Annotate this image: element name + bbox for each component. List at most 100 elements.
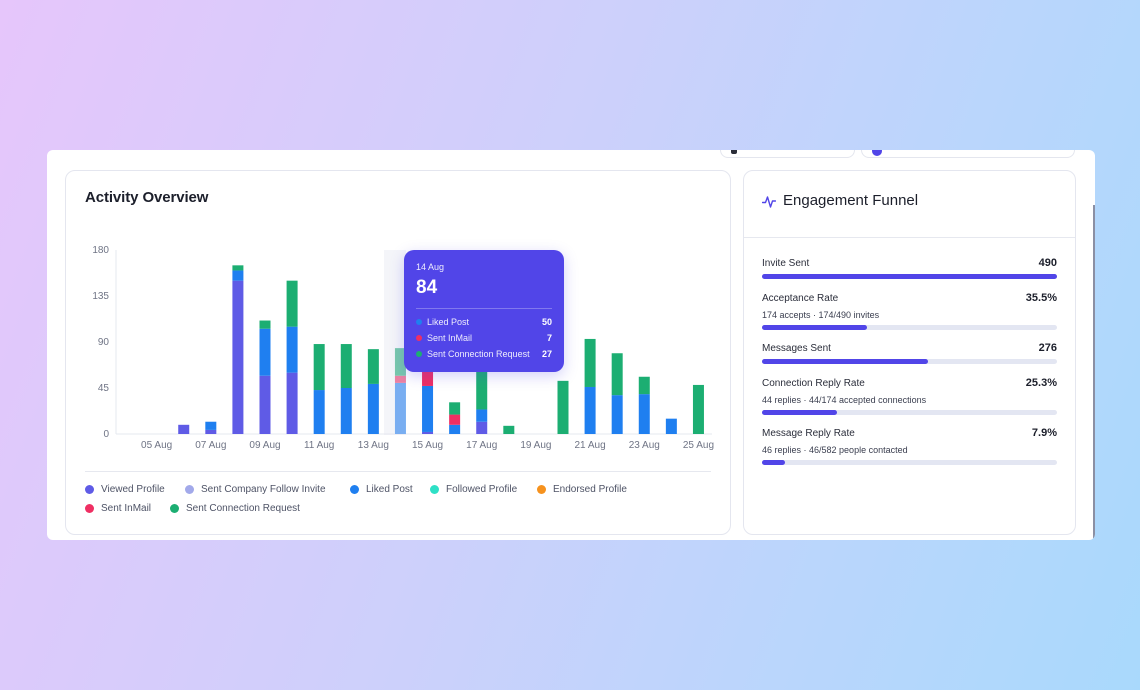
metric-value: 276 xyxy=(1038,342,1057,354)
legend-swatch-icon xyxy=(537,485,546,494)
legend-item-sent-connection-request[interactable]: Sent Connection Request xyxy=(170,503,300,514)
legend-item-liked-post[interactable]: Liked Post xyxy=(350,484,413,495)
metric-detail: 46 replies · 46/582 people contacted xyxy=(762,445,908,455)
bar-segment[interactable] xyxy=(394,348,406,376)
metric-name: Message Reply Rate xyxy=(762,428,855,439)
tooltip-row: Sent InMail 7 xyxy=(416,332,552,344)
top-account-pill[interactable] xyxy=(861,150,1075,158)
dashboard-window: 0 45 90 135 180 05 Aug 07 Aug 09 Aug 11 Aug 13 A… xyxy=(47,150,1095,540)
bar-segment[interactable] xyxy=(232,270,244,281)
bar-segment[interactable] xyxy=(205,421,217,430)
bar-segment[interactable] xyxy=(340,388,352,434)
metric-name: Messages Sent xyxy=(762,343,831,354)
tooltip-row-value: 50 xyxy=(541,317,552,327)
bar-segment[interactable] xyxy=(422,385,434,432)
bar-segment[interactable] xyxy=(422,431,434,434)
bar-segment[interactable] xyxy=(340,344,352,388)
metric-value: 35.5% xyxy=(1025,292,1057,304)
bar-segment[interactable] xyxy=(476,368,488,410)
legend-label: Sent InMail xyxy=(101,503,152,514)
bar-segment[interactable] xyxy=(394,375,406,383)
y-tick-label: 180 xyxy=(92,245,109,256)
legend-label: Endorsed Profile xyxy=(553,484,627,495)
bar-segment[interactable] xyxy=(611,353,623,396)
metric-connection-reply-rate: Connection Reply Rate 25.3% 44 replies ·… xyxy=(762,377,1057,416)
legend-label: Viewed Profile xyxy=(101,484,165,495)
legend-item-followed-profile[interactable]: Followed Profile xyxy=(430,484,517,495)
bar-segment[interactable] xyxy=(286,280,298,327)
x-tick-label: 19 Aug xyxy=(520,440,551,451)
bar-segment[interactable] xyxy=(367,349,379,384)
activity-chart: 0 45 90 135 180 05 Aug 07 Aug 09 Aug 11 Aug 13 A… xyxy=(92,245,714,451)
card-title: Activity Overview xyxy=(85,189,209,206)
progress-track xyxy=(762,460,1057,465)
x-tick-label: 15 Aug xyxy=(412,440,443,451)
bar-segment[interactable] xyxy=(584,338,596,387)
bar-segment[interactable] xyxy=(259,328,271,376)
bar-segment[interactable] xyxy=(422,370,434,386)
metric-value: 25.3% xyxy=(1025,377,1057,389)
hover-highlight xyxy=(384,250,406,435)
metric-value: 490 xyxy=(1038,257,1057,269)
bar-segment[interactable] xyxy=(692,384,704,434)
progress-fill xyxy=(762,359,929,364)
progress-track xyxy=(762,410,1057,415)
legend-label: Sent Connection Request xyxy=(186,503,300,514)
progress-fill xyxy=(762,274,1057,279)
bar-segment[interactable] xyxy=(286,372,298,434)
bar-segment[interactable] xyxy=(584,386,596,434)
tooltip-row-label: Liked Post xyxy=(427,317,470,327)
x-tick-label: 05 Aug xyxy=(141,440,172,451)
legend-item-endorsed-profile[interactable]: Endorsed Profile xyxy=(537,484,627,495)
bar-segment[interactable] xyxy=(665,418,677,434)
legend-item-sent-company-follow-invite[interactable]: Sent Company Follow Invite xyxy=(185,484,326,495)
bar-segment[interactable] xyxy=(611,395,623,434)
bar-segment[interactable] xyxy=(394,382,406,434)
bar-segment[interactable] xyxy=(367,383,379,434)
x-tick-label: 21 Aug xyxy=(575,440,606,451)
progress-fill xyxy=(762,460,786,465)
bar-segment[interactable] xyxy=(449,414,461,425)
chart-tooltip: 14 Aug 84 Liked Post 50 Sent InMail 7 Se… xyxy=(404,250,564,372)
legend-item-viewed-profile[interactable]: Viewed Profile xyxy=(85,484,165,495)
metric-messages-sent: Messages Sent 276 xyxy=(762,342,1057,364)
y-tick-label: 135 xyxy=(92,291,109,302)
legend-swatch-icon xyxy=(170,504,179,513)
bar-segment[interactable] xyxy=(449,402,461,415)
engagement-funnel-card: Engagement Funnel Invite Sent 490 Accept… xyxy=(743,170,1076,535)
bar-segment[interactable] xyxy=(178,424,190,434)
progress-track xyxy=(762,359,1057,364)
chart-bars xyxy=(178,265,704,434)
bar-segment[interactable] xyxy=(259,320,271,329)
metric-message-reply-rate: Message Reply Rate 7.9% 46 replies · 46/… xyxy=(762,427,1057,466)
y-tick-label: 45 xyxy=(98,383,110,394)
top-filter-pill[interactable] xyxy=(720,150,855,158)
tooltip-total: 84 xyxy=(416,277,438,298)
progress-fill xyxy=(762,325,867,330)
activity-pulse-icon xyxy=(762,196,776,208)
progress-fill xyxy=(762,410,837,415)
bar-segment[interactable] xyxy=(205,429,217,434)
bar-segment[interactable] xyxy=(503,425,515,434)
bar-segment[interactable] xyxy=(557,380,569,434)
progress-track xyxy=(762,325,1057,330)
bar-segment[interactable] xyxy=(313,344,325,391)
bar-segment[interactable] xyxy=(232,280,244,434)
bar-segment[interactable] xyxy=(286,326,298,373)
bar-segment[interactable] xyxy=(449,424,461,434)
x-tick-label: 09 Aug xyxy=(249,440,280,451)
legend-swatch-icon xyxy=(350,485,359,494)
legend-item-sent-inmail[interactable]: Sent InMail xyxy=(85,503,151,514)
x-axis: 05 Aug 07 Aug 09 Aug 11 Aug 13 Aug 15 Aug 17 A… xyxy=(141,440,714,451)
x-tick-label: 17 Aug xyxy=(466,440,497,451)
window-edge xyxy=(1093,205,1095,540)
bar-segment[interactable] xyxy=(313,390,325,434)
tooltip-divider xyxy=(416,308,552,309)
metric-name: Invite Sent xyxy=(762,258,810,269)
bar-segment[interactable] xyxy=(476,421,488,434)
bar-segment[interactable] xyxy=(638,394,650,434)
bar-segment[interactable] xyxy=(232,265,244,271)
bar-segment[interactable] xyxy=(476,409,488,422)
bar-segment[interactable] xyxy=(638,376,650,395)
bar-segment[interactable] xyxy=(259,375,271,434)
